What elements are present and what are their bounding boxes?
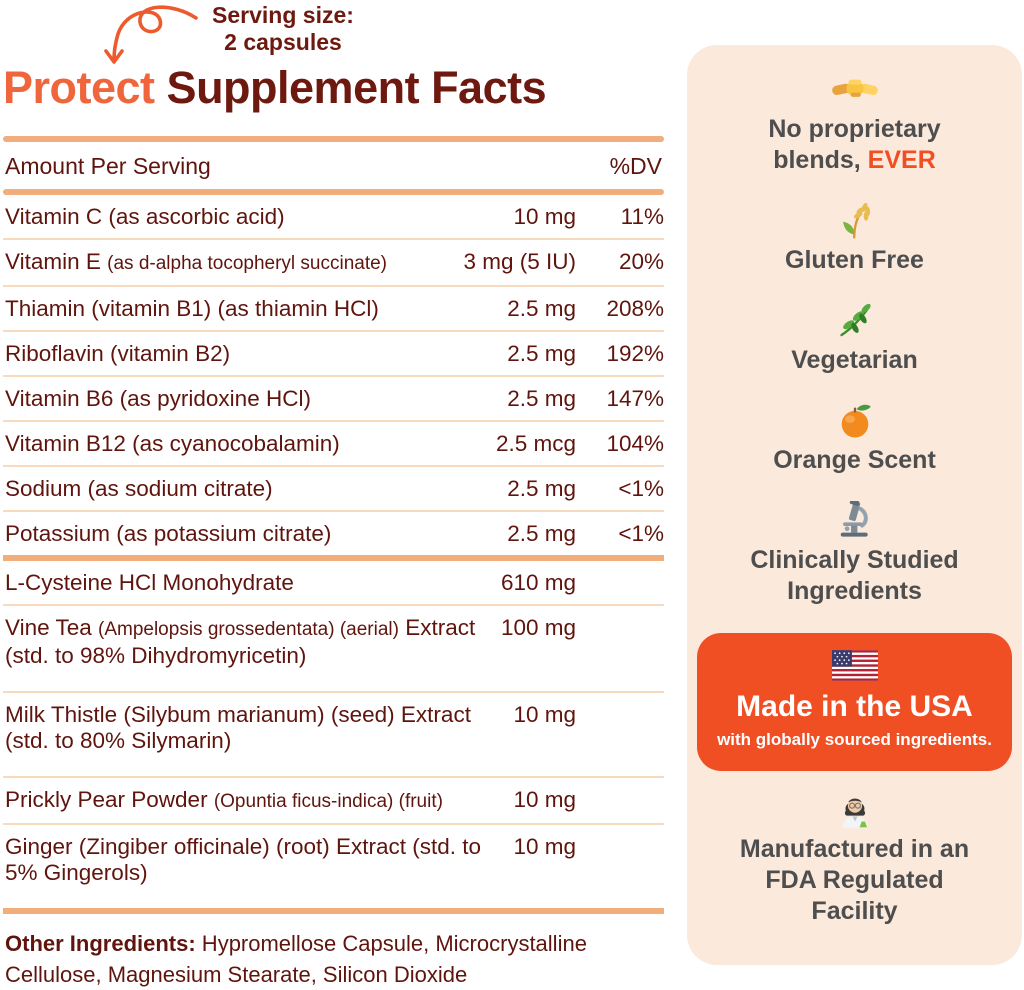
row-amount: 10 mg — [513, 787, 576, 812]
badge-label: Clinically Studied Ingredients — [750, 546, 959, 605]
row-amount: 3 mg (5 IU) — [463, 249, 576, 274]
table-section: Vitamin C (as ascorbic acid) 10 mg 11% Vita… — [3, 195, 664, 561]
facts-table: Amount Per Serving %DV Vitamin C (as asc… — [3, 136, 664, 990]
row-label: Thiamin (vitamin B1) (as thiamin HCl) — [5, 296, 379, 321]
row-label: Vitamin C (as ascorbic acid) — [5, 204, 285, 229]
usa-box-title: Made in the USA — [736, 690, 973, 723]
row-amount: 2.5 mg — [507, 386, 576, 411]
badges-top: No proprietary blends, EVER Gluten Free Ve… — [687, 71, 1022, 607]
row-label: Riboflavin (vitamin B2) — [5, 341, 231, 366]
benefit-badge: Clinically Studied Ingredients — [687, 501, 1022, 607]
table-row: Sodium (as sodium citrate) 2.5 mg <1% — [3, 467, 664, 512]
dv-header: %DV — [609, 153, 662, 179]
row-label: Prickly Pear Powder (Opuntia ficus-indic… — [5, 787, 443, 812]
table-row: Milk Thistle (Silybum marianum) (seed) E… — [3, 693, 664, 778]
badges-bottom: Manufactured in an FDA Regulated Facilit… — [687, 791, 1022, 927]
badge-label: Orange Scent — [773, 446, 936, 474]
brand-name: Protect — [3, 62, 155, 113]
benefits-panel: No proprietary blends, EVER Gluten Free Ve… — [687, 45, 1022, 965]
table-section: L-Cysteine HCl Monohydrate 610 mg Vine Tea… — [3, 561, 664, 914]
serving-size-value: 2 capsules — [224, 29, 342, 55]
row-amount: 610 mg — [500, 570, 576, 595]
other-ingredients: Other Ingredients: Hypromellose Capsule,… — [3, 928, 664, 990]
divider — [3, 189, 664, 195]
table-row: Vine Tea (Ampelopsis grossedentata) (aer… — [3, 606, 664, 693]
row-amount: 10 mg — [513, 204, 576, 229]
handshake-icon — [687, 71, 1022, 107]
row-amount: 100 mg — [500, 615, 576, 640]
title-rest: Supplement Facts — [154, 62, 547, 113]
us-flag-icon — [707, 649, 1002, 682]
badge-label: No proprietary blends, EVER — [768, 115, 941, 174]
microscope-icon — [687, 501, 1022, 538]
row-dv: <1% — [618, 476, 664, 501]
row-dv: 11% — [620, 204, 664, 229]
row-amount: 2.5 mcg — [495, 431, 576, 456]
table-row: Ginger (Zingiber officinale) (root) Extr… — [3, 825, 664, 908]
table-row: Riboflavin (vitamin B2) 2.5 mg 192% — [3, 332, 664, 377]
row-dv: 20% — [618, 249, 664, 274]
row-dv: <1% — [618, 521, 664, 546]
table-row: Prickly Pear Powder (Opuntia ficus-indic… — [3, 778, 664, 825]
serving-size-label: Serving size: — [212, 2, 354, 28]
curved-arrow-icon — [104, 5, 198, 64]
row-dv: 147% — [606, 386, 664, 411]
facts-table-body: Vitamin C (as ascorbic acid) 10 mg 11% Vita… — [3, 195, 664, 914]
row-label: Sodium (as sodium citrate) — [5, 476, 273, 501]
benefit-badge: Manufactured in an FDA Regulated Facilit… — [687, 791, 1022, 927]
benefit-badge: No proprietary blends, EVER — [687, 71, 1022, 176]
amount-per-serving-header: Amount Per Serving — [5, 153, 211, 179]
row-dv: 192% — [606, 341, 664, 366]
badge-label: Vegetarian — [791, 346, 918, 374]
herb-icon — [687, 302, 1022, 338]
facts-header: Amount Per Serving %DV — [3, 142, 664, 189]
row-dv: 104% — [606, 431, 664, 456]
usa-box-subtitle: with globally sourced ingredients. — [717, 730, 992, 749]
woman-scientist-icon — [687, 791, 1022, 829]
row-amount: 2.5 mg — [507, 476, 576, 501]
row-label: Vitamin B6 (as pyridoxine HCl) — [5, 386, 311, 411]
row-label: Vine Tea (Ampelopsis grossedentata) (aer… — [5, 615, 476, 668]
row-dv: 208% — [606, 296, 664, 321]
page-title: Protect Supplement Facts — [3, 62, 547, 114]
benefit-badge: Gluten Free — [687, 202, 1022, 276]
table-row: Vitamin E (as d-alpha tocopheryl succina… — [3, 240, 664, 287]
row-amount: 2.5 mg — [507, 296, 576, 321]
row-label: Ginger (Zingiber officinale) (root) Extr… — [5, 834, 482, 885]
row-amount: 2.5 mg — [507, 521, 576, 546]
benefit-badge: Vegetarian — [687, 302, 1022, 376]
table-row: Vitamin B12 (as cyanocobalamin) 2.5 mcg 10… — [3, 422, 664, 467]
badge-accent-text: EVER — [860, 146, 936, 174]
table-row: L-Cysteine HCl Monohydrate 610 mg — [3, 561, 664, 606]
row-label: Vitamin E (as d-alpha tocopheryl succina… — [5, 249, 388, 274]
row-label: Potassium (as potassium citrate) — [5, 521, 332, 546]
table-row: Vitamin B6 (as pyridoxine HCl) 2.5 mg 147% — [3, 377, 664, 422]
serving-size-note: Serving size: 2 capsules — [198, 2, 368, 56]
badge-label: Manufactured in an FDA Regulated Facilit… — [739, 835, 970, 925]
row-label: Vitamin B12 (as cyanocobalamin) — [5, 431, 340, 456]
divider — [3, 136, 664, 142]
tangerine-icon — [687, 402, 1022, 438]
table-row: Thiamin (vitamin B1) (as thiamin HCl) 2.5… — [3, 287, 664, 332]
row-amount: 10 mg — [513, 834, 576, 859]
usa-box: Made in the USA with globally sourced in… — [697, 633, 1012, 771]
badge-label: Gluten Free — [785, 246, 924, 274]
row-label: Milk Thistle (Silybum marianum) (seed) E… — [5, 702, 471, 753]
table-row: Vitamin C (as ascorbic acid) 10 mg 11% — [3, 195, 664, 240]
other-ingredients-label: Other Ingredients: — [5, 931, 196, 956]
row-amount: 10 mg — [513, 702, 576, 727]
row-label: L-Cysteine HCl Monohydrate — [5, 570, 294, 595]
row-amount: 2.5 mg — [507, 341, 576, 366]
table-row: Potassium (as potassium citrate) 2.5 mg <1… — [3, 512, 664, 555]
rice-sheaf-icon — [687, 202, 1022, 239]
benefit-badge: Orange Scent — [687, 402, 1022, 476]
